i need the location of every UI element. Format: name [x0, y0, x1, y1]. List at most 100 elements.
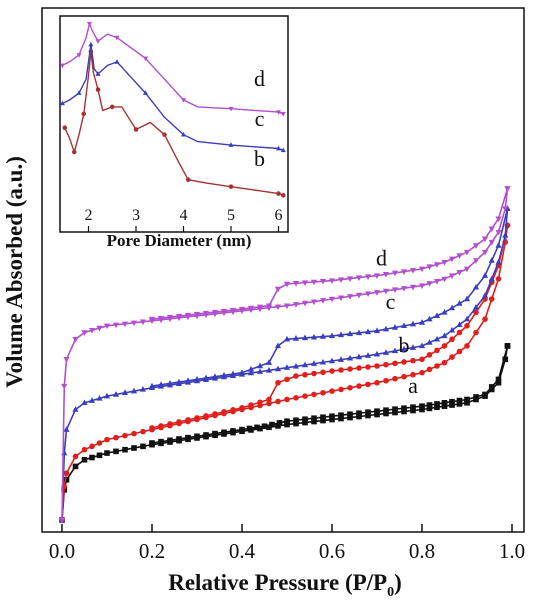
series-c-point	[391, 347, 399, 354]
series-a-point	[63, 477, 70, 483]
series-d-point	[391, 287, 399, 294]
series-d-point	[433, 278, 441, 285]
series-a-point	[284, 418, 290, 425]
series-b-point	[383, 377, 389, 384]
series-b-point	[338, 367, 344, 373]
series-a-point	[131, 445, 137, 451]
series-b-point	[374, 363, 380, 369]
series-c-point	[103, 392, 111, 399]
series-c-point	[328, 357, 336, 364]
series-b-point	[473, 329, 479, 336]
series-a-point	[426, 405, 433, 412]
series-c-point	[409, 344, 417, 350]
series-a-point	[176, 436, 182, 442]
series-c-point	[391, 324, 399, 330]
series-c-point	[463, 315, 471, 322]
series-a-point	[185, 434, 191, 441]
inset-series-group	[59, 21, 286, 198]
series-d-point	[58, 517, 66, 524]
series-c-point	[400, 322, 408, 329]
series-a-point	[392, 406, 398, 412]
series-a-desorption-line	[151, 345, 509, 444]
series-c-point	[256, 368, 264, 374]
series-b-point	[140, 428, 146, 435]
series-d-point	[472, 258, 480, 264]
series-d-point	[382, 272, 390, 278]
series-a-point	[311, 415, 317, 422]
series-b-point	[434, 347, 440, 354]
series-a-point	[113, 448, 119, 455]
series-a-point	[239, 426, 245, 433]
series-a-point	[504, 343, 511, 349]
series-c-point	[166, 380, 174, 386]
series-a-point	[302, 419, 308, 426]
series-d-desorption-line	[151, 188, 509, 320]
series-b-point	[96, 440, 103, 446]
series-b-point	[392, 375, 398, 382]
series-c-point	[488, 257, 495, 263]
series-b-point	[203, 413, 209, 419]
series-c-point	[409, 320, 417, 327]
inset-series-d-point	[228, 106, 234, 112]
series-b-point	[185, 417, 191, 423]
inset-series-d	[59, 21, 286, 117]
series-c-point	[229, 370, 237, 377]
series-d-point	[184, 312, 192, 319]
series-b-point	[194, 415, 200, 421]
inset-series-b-point	[276, 191, 281, 196]
series-a-point	[401, 405, 407, 411]
series-d-point	[441, 276, 448, 283]
series-c-point	[418, 342, 426, 349]
inset-series-c-point	[228, 142, 234, 147]
series-c	[58, 205, 511, 523]
inset-series-d-point	[280, 112, 286, 117]
series-a-point	[434, 401, 440, 407]
inset-series-c-point	[95, 71, 101, 76]
series-d-point	[448, 273, 456, 279]
series-c-point	[184, 377, 192, 383]
inset-series-b-point	[280, 193, 286, 198]
series-a-point	[276, 420, 283, 426]
series-d-point	[166, 314, 174, 321]
series-c-point	[495, 258, 502, 265]
series-b-point	[320, 369, 326, 376]
series-a-point	[374, 411, 380, 418]
x-tick-label: 1.0	[499, 539, 525, 563]
series-d-point	[337, 277, 345, 283]
series-b-point	[113, 434, 119, 441]
series-a-point	[347, 411, 353, 418]
series-d-point	[193, 311, 201, 318]
inset-series-d-point	[275, 110, 282, 115]
series-b-point	[434, 363, 440, 369]
series-d-point	[328, 296, 336, 303]
series-c-point	[319, 333, 327, 339]
series-b-point	[311, 391, 317, 398]
series-c-point	[364, 352, 372, 358]
series-b-point	[441, 359, 448, 366]
series-b-point	[284, 396, 290, 403]
series-c-point	[364, 328, 372, 335]
series-d-point	[130, 320, 138, 327]
series-a-point	[441, 403, 448, 409]
series-d-point	[63, 357, 70, 363]
inset-series-b-line	[64, 51, 284, 196]
series-b-point	[401, 373, 407, 380]
series-c-point	[472, 283, 480, 290]
inset-series-c-line	[62, 44, 284, 151]
series-d-point	[355, 292, 363, 299]
series-a-point	[410, 404, 416, 410]
series-c-point	[265, 366, 273, 373]
series-c-point	[488, 275, 495, 282]
series-a-point	[203, 432, 209, 438]
series-d-point	[175, 313, 183, 320]
series-d-point	[238, 306, 246, 313]
curve-label-c: c	[386, 289, 396, 314]
series-c-point	[481, 292, 489, 298]
series-c-point	[310, 360, 318, 366]
series-d-point	[310, 299, 318, 306]
series-b-point	[383, 361, 389, 368]
series-b-point	[266, 400, 272, 407]
inset-series-d-point	[59, 63, 65, 69]
series-c-point	[400, 345, 408, 352]
